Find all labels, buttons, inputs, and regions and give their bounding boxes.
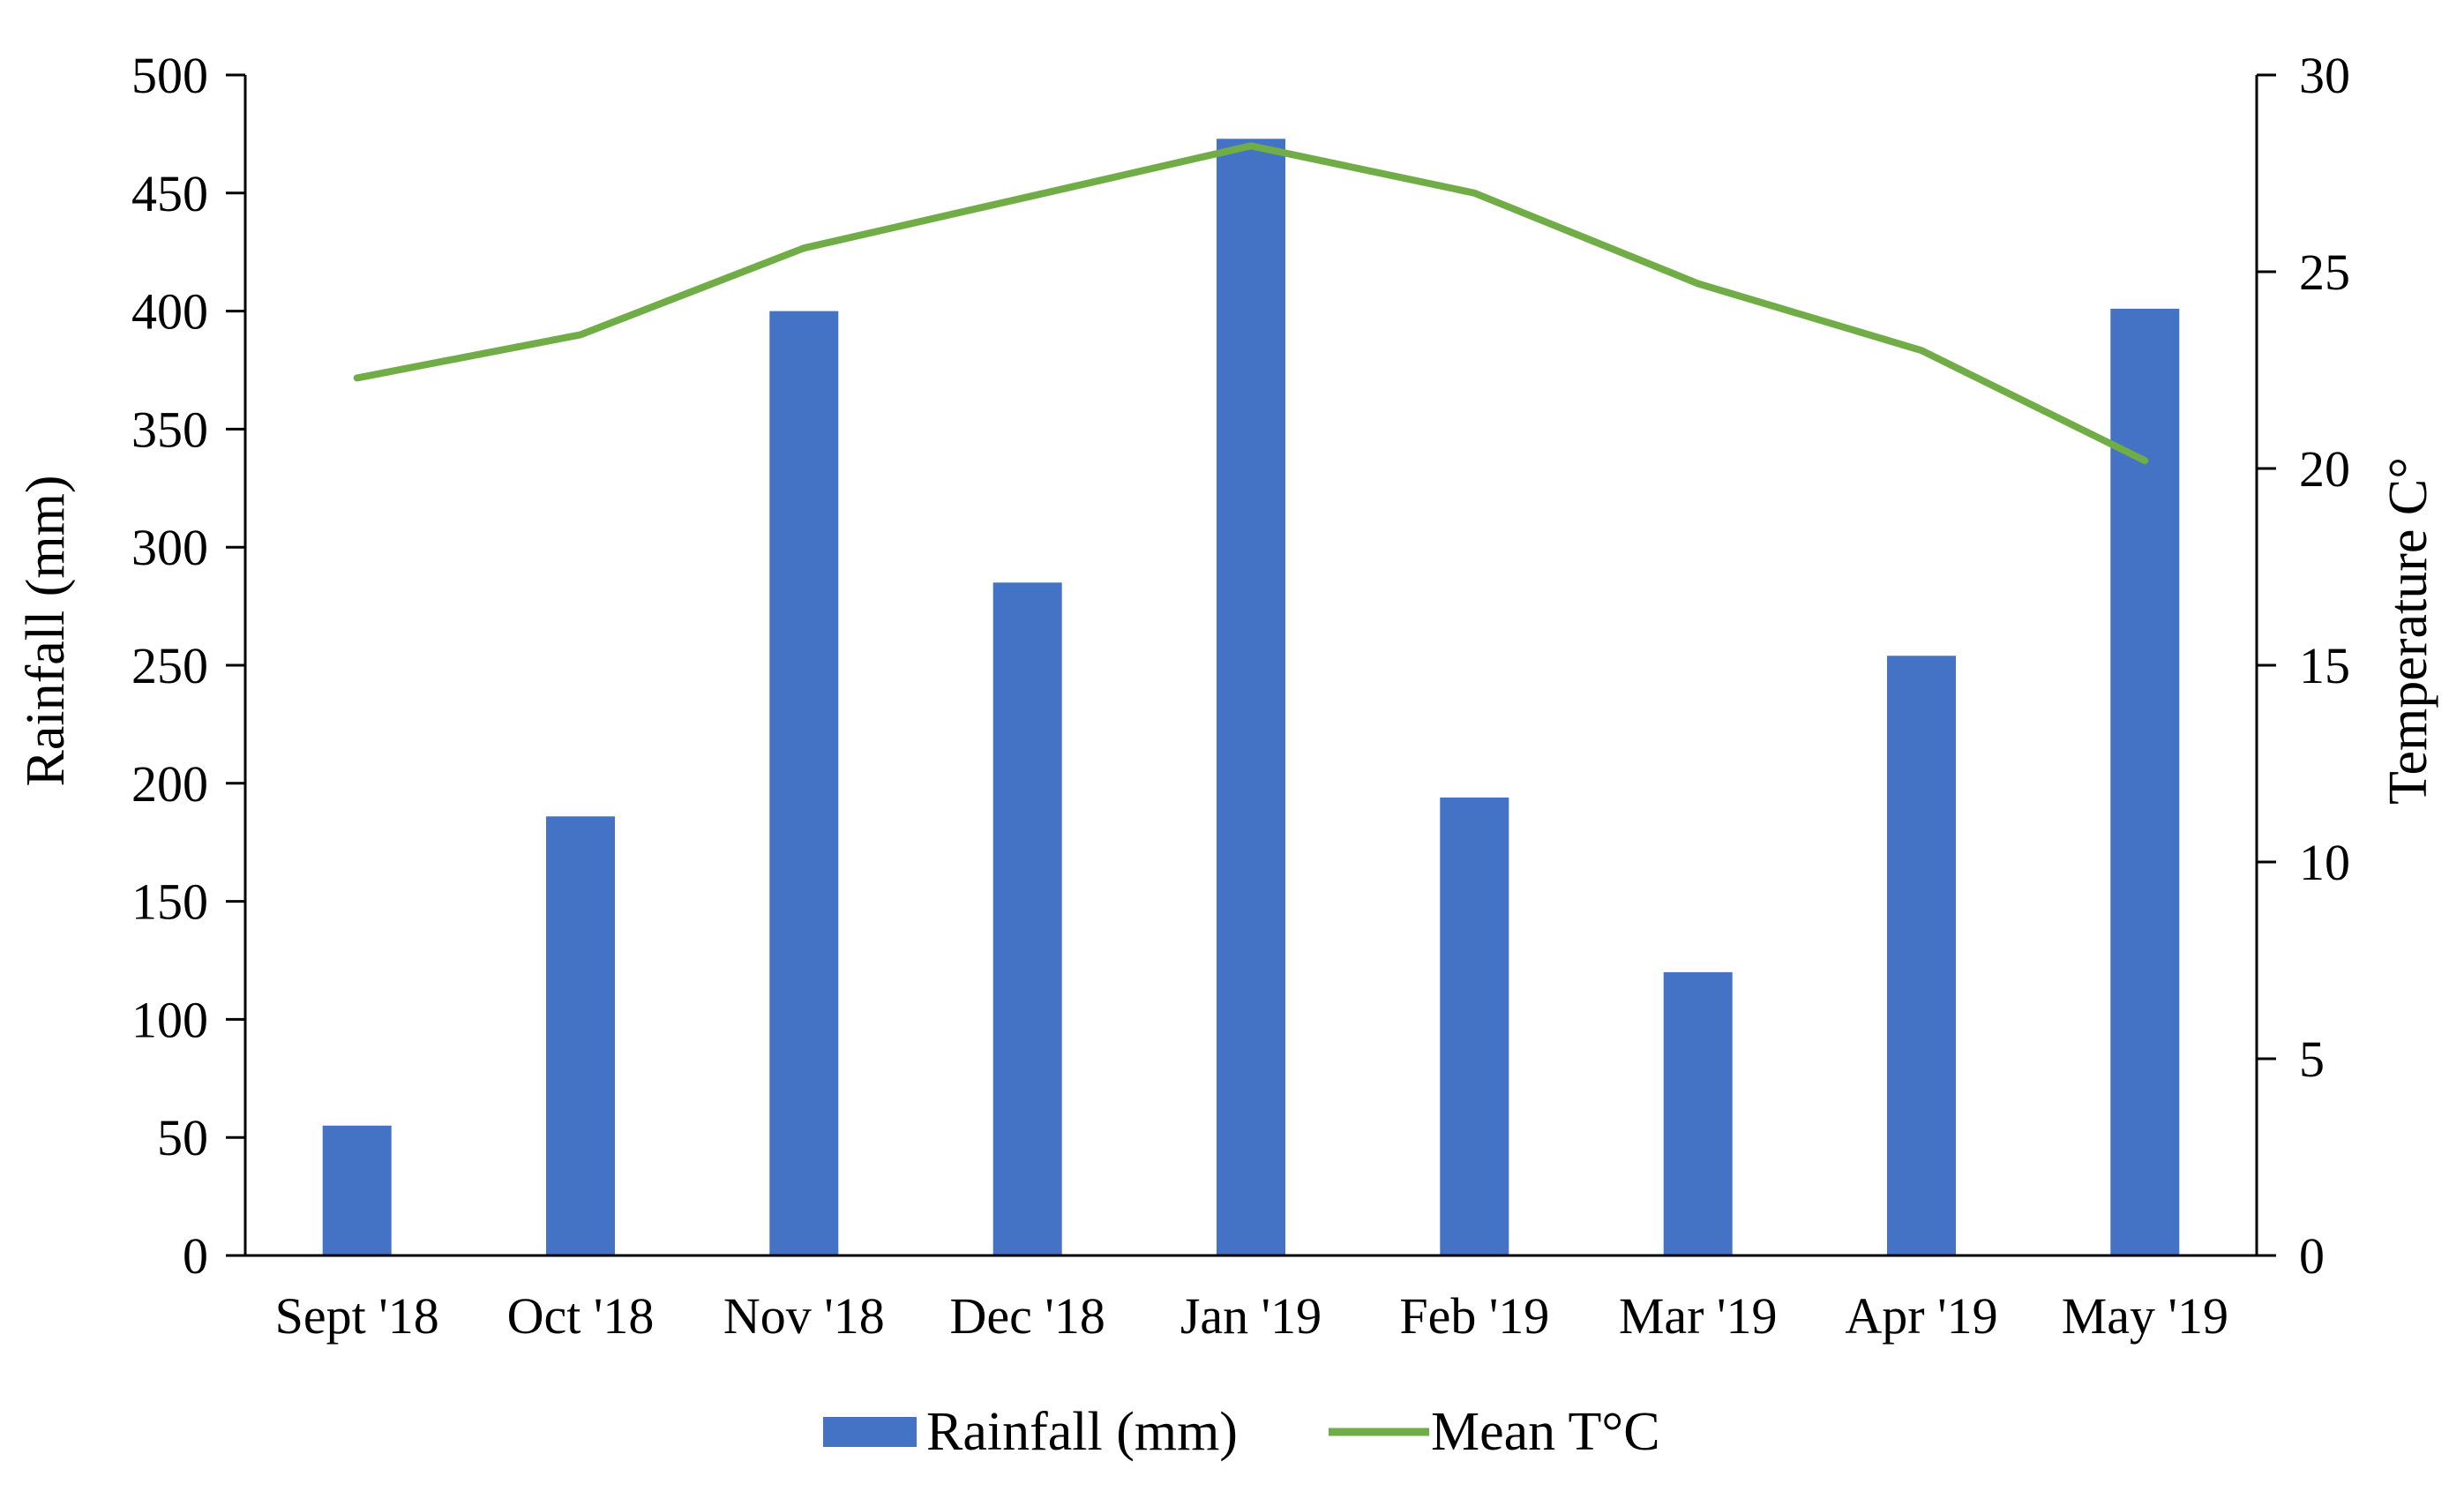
y2-axis-title: Temperature C° <box>2378 457 2438 805</box>
y-tick-label: 50 <box>157 1109 208 1166</box>
y2-tick-label: 15 <box>2299 637 2350 694</box>
rainfall-bar <box>2110 308 2180 1255</box>
y-tick-label: 500 <box>131 47 208 104</box>
legend-rainfall-label: Rainfall (mm) <box>926 1402 1238 1462</box>
y-tick-label: 100 <box>131 991 208 1048</box>
tick-labels: 0 50 100 150 200 250 300 350 400 450 500 0 5 10 15 20 25… <box>131 47 2350 1345</box>
x-tick-label: Apr '19 <box>1845 1287 1997 1345</box>
x-tick-label: Dec '18 <box>950 1287 1105 1345</box>
temperature-line <box>353 142 2149 465</box>
y-tick-label: 150 <box>131 873 208 931</box>
x-tick-label: Sept '18 <box>275 1287 439 1345</box>
rainfall-bar <box>1887 656 1956 1255</box>
rainfall-bar <box>992 582 1062 1255</box>
y-tick-label: 0 <box>183 1227 208 1285</box>
y2-tick-label: 20 <box>2299 440 2350 498</box>
x-tick-label: Nov '18 <box>723 1287 885 1345</box>
y-tick-label: 450 <box>131 165 208 222</box>
y2-tick-label: 10 <box>2299 834 2350 891</box>
y2-tick-label: 0 <box>2299 1227 2325 1285</box>
y-tick-label: 250 <box>131 637 208 694</box>
rainfall-bar <box>1217 139 1285 1255</box>
y-tick-label: 350 <box>131 401 208 458</box>
x-tick-label: May '19 <box>2062 1287 2228 1345</box>
x-tick-label: Feb '19 <box>1399 1287 1549 1345</box>
x-tick-label: Jan '19 <box>1180 1287 1322 1345</box>
legend-temperature-label: Mean T°C <box>1431 1402 1660 1462</box>
x-tick-label: Oct '18 <box>507 1287 655 1345</box>
y-tick-label: 400 <box>131 283 208 341</box>
rainfall-bar <box>1440 797 1509 1255</box>
rainfall-bar <box>322 1125 392 1255</box>
y2-tick-label: 30 <box>2299 47 2350 104</box>
legend-rainfall-swatch <box>823 1417 917 1447</box>
y-tick-label: 300 <box>131 519 208 576</box>
legend: Rainfall (mm) Mean T°C <box>823 1402 1660 1462</box>
y-tick-label: 200 <box>131 755 208 813</box>
rainfall-bar <box>546 816 615 1255</box>
axes <box>226 73 2276 1257</box>
y2-tick-label: 25 <box>2299 244 2350 301</box>
y2-tick-label: 5 <box>2299 1031 2325 1088</box>
rainfall-bar <box>1663 971 1733 1255</box>
y-axis-title: Rainfall (mm) <box>16 476 76 787</box>
x-tick-label: Mar '19 <box>1619 1287 1778 1345</box>
rainfall-bars <box>322 139 2180 1256</box>
temperature-line-layer <box>353 142 2149 465</box>
rainfall-bar <box>769 311 839 1256</box>
